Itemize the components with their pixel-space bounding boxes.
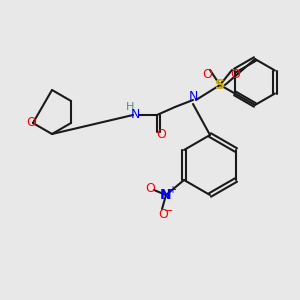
Text: +: + [168, 185, 176, 195]
Text: S: S [215, 78, 225, 92]
Text: O: O [145, 182, 155, 194]
Text: −: − [164, 206, 174, 216]
Text: O: O [156, 128, 166, 142]
Text: O: O [26, 116, 36, 128]
Text: N: N [160, 188, 172, 202]
Text: H: H [126, 102, 134, 112]
Text: N: N [188, 89, 198, 103]
Text: O: O [202, 68, 212, 80]
Text: O: O [158, 208, 168, 220]
Text: N: N [130, 109, 140, 122]
Text: O: O [230, 68, 240, 80]
